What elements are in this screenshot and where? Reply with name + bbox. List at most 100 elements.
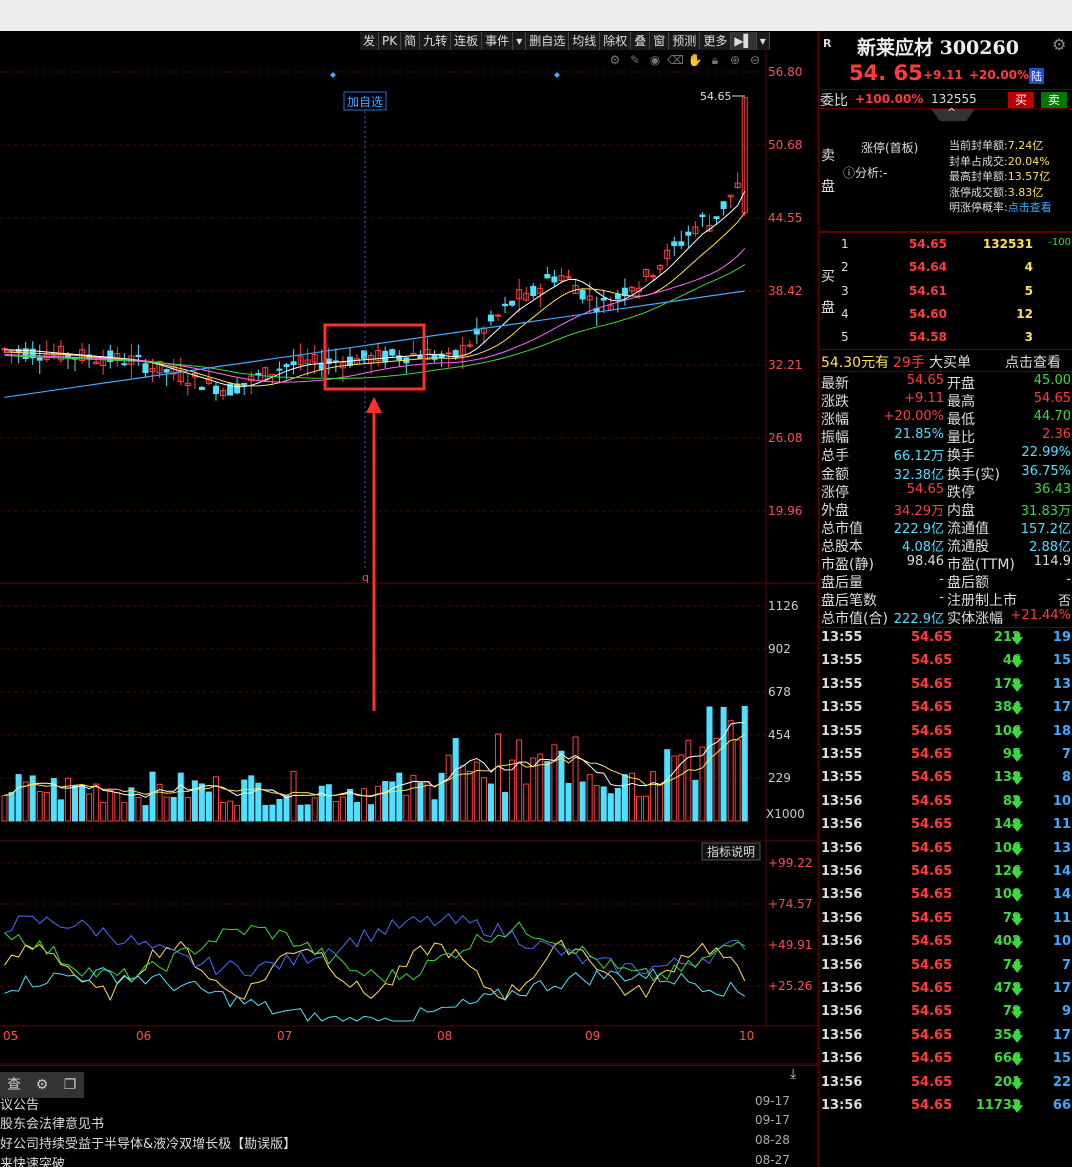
gear-icon[interactable]: ⚙ [1052,35,1067,54]
tick-row: 13:56 54.65 82 🡇 10 [819,794,1072,814]
quote-key: 盘后额 [947,575,989,592]
limit-stat-row[interactable]: 明涨停概率:点击查看 [949,199,1052,215]
quote-key: 内盘 [947,502,975,519]
add-favorite-tag[interactable] [343,91,387,111]
indicator-help-button[interactable] [701,842,761,861]
bid-row[interactable]: 1 54.65 132531 -100 [819,237,1072,257]
draw-pen-icon[interactable]: ✎ [629,53,641,67]
kline-chart-svg[interactable]: 56.80 50.68 44.55 38.42 32.21 26.08 19.9… [0,31,818,1065]
quote-panel: R 新莱应材 300260 ⚙ 54. 65 +9.11 +20.00% 陆 委… [818,31,1072,1167]
tb-ma[interactable]: 均线 [569,32,601,50]
tb-window[interactable]: 窗 [650,32,670,50]
quote-key: 换手(实) [947,466,1000,483]
tb-remove-fav[interactable]: 删自选 [526,32,570,50]
price-axis: 56.80 50.68 44.55 38.42 32.21 26.08 19.9… [768,65,802,518]
tb-limit-streak[interactable]: 连板 [451,32,483,50]
settings-icon[interactable]: ⚙ [609,53,621,67]
hand-icon[interactable]: ✋ [687,53,703,67]
tb-collapse[interactable]: ▶▌ [731,32,757,50]
quote-value: 157.2亿 [1020,521,1071,537]
down-arrow-icon: 🡇 [1011,842,1024,857]
settings-icon[interactable]: ⚙ [35,1077,49,1093]
news-panel: ⤓ 查 ⚙ ❐ 议公告 09-17 股东会法律意见书 09-17 好公司持续受益于半… [0,1065,818,1167]
query-button[interactable]: 查 [7,1077,21,1093]
tb-overlay[interactable]: 叠 [631,32,651,50]
event-diamond-icon [330,72,336,78]
tb-forecast[interactable]: 预测 [669,32,701,50]
quote-value: - [939,590,944,606]
weibi-pct: +100.00% [855,92,924,106]
zoom-out-icon[interactable]: ⊖ [749,53,761,67]
tb-nine-turn[interactable]: 九转 [420,32,452,50]
tick-volume: 354 [993,1027,1021,1043]
tick-volume: 478 [993,981,1021,996]
tick-price: 54.65 [911,770,953,786]
sell-button[interactable]: 卖 [1041,92,1067,108]
quote-row: 涨停 54.65 跌停 36.43 [819,482,1072,501]
bid-change: -100 [1048,237,1071,248]
quote-row: 总市值(合) 222.9亿 实体涨幅 +21.44% [819,608,1072,627]
indicator-help-label: 指标说明 [707,844,755,859]
tick-time: 13:55 [821,676,863,692]
kline-chart-area[interactable]: 56.80 50.68 44.55 38.42 32.21 26.08 19.9… [0,31,818,1065]
bid-row[interactable]: 4 54.60 12 [819,307,1072,327]
x-axis: 05 06 07 08 09 10 [3,1029,754,1043]
vol-tick: 454 [768,728,791,742]
tick-volume: 402 [993,934,1021,950]
quote-value: 98.46 [906,554,944,569]
ind-tick: +74.57 [768,897,812,911]
tick-price: 54.65 [911,676,953,692]
big-order-link[interactable]: 点击查看 [1005,355,1061,371]
tick-count: 15 [1052,1051,1071,1067]
quote-value: 54.65 [906,373,944,388]
tb-more[interactable]: 更多 [700,32,732,50]
collapse-tab[interactable] [931,109,975,121]
trash-icon[interactable]: ⌫ [667,53,684,67]
x-tick: 06 [136,1029,151,1043]
quote-row: 盘后笔数 - 注册制上市 否 [819,590,1072,610]
down-arrow-icon: 🡇 [1011,936,1024,951]
down-arrow-icon: 🡇 [1011,1100,1024,1114]
news-item[interactable]: 议公告 09-17 [0,1094,790,1113]
tb-menu[interactable]: ▾ [757,32,770,50]
tick-row: 13:55 54.65 384 🡇 17 [819,700,1072,720]
window-icon[interactable]: ❐ [63,1077,77,1093]
tb-exright[interactable]: 除权 [600,32,632,50]
quote-key: 注册制上市 [947,593,1017,610]
tb-dropdown[interactable]: ▾ [513,32,527,50]
news-item[interactable]: 好公司持续受益于半导体&液冷双增长极【勘误版】 08-28 [0,1133,790,1152]
tick-price: 54.65 [911,1004,953,1020]
tick-count: 17 [1052,981,1071,996]
quote-key: 最低 [947,412,975,429]
price-tick: 38.42 [768,284,802,298]
quote-key: 市盈(静) [821,557,874,573]
tick-count: 66 [1052,1098,1071,1113]
ind-tick: +99.22 [768,856,812,870]
zoom-in-icon[interactable]: ⊕ [729,53,741,67]
tb-pk[interactable]: PK [379,32,402,50]
news-item[interactable]: 来快速突破 08-27 [0,1153,790,1167]
quote-row: 涨跌 +9.11 最高 54.65 [819,391,1072,411]
bid-row[interactable]: 5 54.58 3 [819,330,1072,350]
down-arrow-icon: 🡇 [1011,1006,1024,1021]
bid-row[interactable]: 2 54.64 4 [819,260,1072,280]
tick-time: 13:55 [821,770,863,786]
chevron-up-icon[interactable]: ^ [947,106,957,119]
weibi-row: 委比 +100.00% 132555 买 卖 [819,89,1072,109]
limit-stat-key: 当前封单额: [949,139,1008,152]
quote-key: 涨停 [821,484,849,501]
buy-button[interactable]: 买 [1008,92,1034,108]
news-item[interactable]: 股东会法律意见书 09-17 [0,1113,790,1132]
tb-fa[interactable]: 发 [360,32,380,50]
candlestick-series [1,97,748,401]
download-icon[interactable]: ⤓ [790,1066,797,1082]
tick-time: 13:56 [821,1051,863,1067]
bid-volume: 3 [1024,330,1033,345]
quote-key: 涨跌 [821,394,849,411]
eye-icon[interactable]: ◉ [649,53,661,67]
bid-row[interactable]: 3 54.61 5 [819,284,1072,304]
tb-simple[interactable]: 简 [401,32,421,50]
quote-value: +9.11 [904,391,944,407]
lock-icon[interactable]: 🔒︎ [711,53,719,67]
tb-events[interactable]: 事件 [482,32,514,50]
